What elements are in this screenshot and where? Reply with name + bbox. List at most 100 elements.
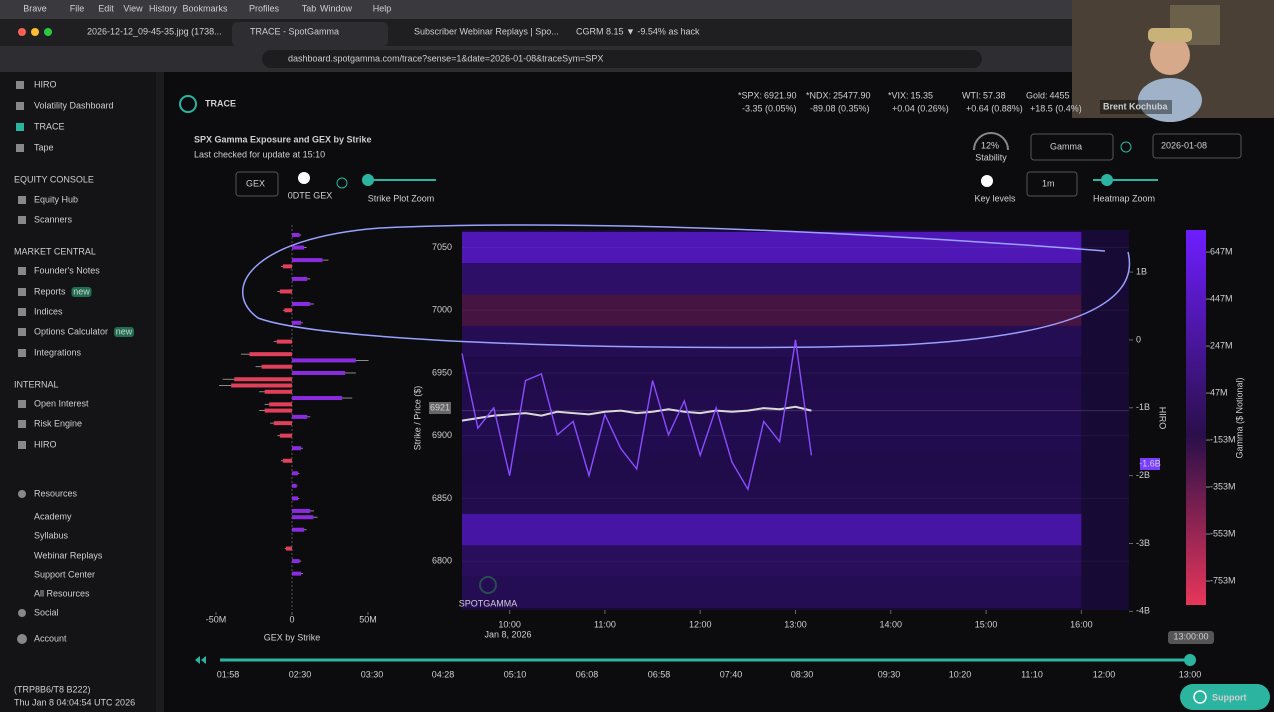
x-tick-label: 15:00: [975, 619, 998, 629]
menu-item[interactable]: Brave: [23, 3, 47, 13]
menu-item[interactable]: Tab: [302, 3, 317, 13]
nav-icon: [16, 81, 24, 89]
menu-item[interactable]: Window: [320, 3, 353, 13]
ticker-price: 4455: [1050, 90, 1070, 100]
nav-item[interactable]: Risk Engine: [34, 418, 82, 428]
nav-item[interactable]: Open Interest: [34, 398, 89, 408]
menu-item[interactable]: File: [70, 3, 85, 13]
nav-subitem[interactable]: Support Center: [34, 569, 95, 579]
toggle[interactable]: [981, 175, 993, 187]
menu-item[interactable]: Help: [373, 3, 392, 13]
min-dot[interactable]: [31, 28, 39, 36]
control-label: Heatmap Zoom: [1093, 193, 1155, 203]
nav-item[interactable]: Resources: [34, 488, 78, 498]
max-dot[interactable]: [44, 28, 52, 36]
sidebar-scroll: [156, 72, 164, 712]
nav-item[interactable]: Tape: [34, 142, 54, 152]
menu-item[interactable]: Profiles: [249, 3, 280, 13]
nav-item[interactable]: Social: [34, 607, 59, 617]
control-label: 0DTE GEX: [288, 190, 333, 200]
timeline-knob[interactable]: [1184, 654, 1196, 666]
slider-knob[interactable]: [362, 174, 374, 186]
nav-subitem[interactable]: Webinar Replays: [34, 550, 103, 560]
colorbar-title: Gamma ($ Notional): [1234, 377, 1244, 458]
y2-tick-label: -4B: [1136, 606, 1150, 616]
select-box[interactable]: [1026, 171, 1078, 197]
y-tick-label: 7050: [432, 242, 452, 252]
nav-subitem[interactable]: All Resources: [34, 588, 90, 598]
heatmap-cell: [462, 357, 1082, 389]
select-box[interactable]: [235, 171, 279, 197]
ticker-name: Gold:: [1026, 90, 1048, 100]
nav-item[interactable]: Equity Hub: [34, 194, 78, 204]
nav-item[interactable]: HIRO: [34, 79, 57, 89]
heatmap-cell: [462, 325, 1082, 358]
menu-item[interactable]: History: [149, 3, 178, 13]
menu-item[interactable]: Bookmarks: [182, 3, 228, 13]
heatmap-cell: [462, 294, 1082, 326]
nav-item[interactable]: HIRO: [34, 439, 57, 449]
menu-item[interactable]: View: [123, 3, 143, 13]
y-axis-label: Strike / Price ($): [412, 386, 422, 451]
gex-bar: [269, 402, 292, 407]
toggle[interactable]: [298, 172, 310, 184]
nav-item[interactable]: Reports: [34, 286, 66, 296]
gex-bar: [292, 233, 300, 238]
gex-bar: [234, 377, 292, 382]
tab-title[interactable]: CGRM 8.15 ▼ -9.54% as hack: [576, 26, 700, 36]
heatmap-cell: [462, 576, 1082, 609]
y-tick-label: 6800: [432, 555, 452, 565]
nav-item[interactable]: Integrations: [34, 347, 82, 357]
nav-subitem[interactable]: Academy: [34, 511, 72, 521]
nav-item[interactable]: Options Calculator: [34, 326, 108, 336]
gex-axis-label: GEX by Strike: [264, 632, 321, 642]
nav-icon: [18, 349, 26, 357]
close-dot[interactable]: [18, 28, 26, 36]
nav-item[interactable]: Indices: [34, 306, 63, 316]
timeline-label: 05:10: [504, 669, 527, 679]
timeline-label: 10:20: [949, 669, 972, 679]
tab-title[interactable]: Subscriber Webinar Replays | Spo...: [414, 26, 559, 36]
tab-title[interactable]: TRACE - SpotGamma: [250, 26, 339, 36]
colorbar-label: 447M: [1210, 293, 1233, 303]
ticker-change: +18.5 (0.4%): [1030, 103, 1082, 113]
nav-icon: [16, 102, 24, 110]
stability-value: 12%: [981, 140, 999, 150]
heatmap-cell: [462, 231, 1082, 264]
watermark-logo: [479, 576, 497, 594]
date-box[interactable]: [1152, 133, 1242, 159]
tab-title[interactable]: 2026-12-12_09-45-35.jpg (1738...: [87, 26, 222, 36]
support-button[interactable]: [1180, 684, 1270, 710]
heatmap-cell: [462, 388, 1082, 420]
gex-bar: [276, 339, 292, 344]
hiro-tag: -1.6B: [1139, 458, 1161, 468]
url-bar[interactable]: [262, 50, 982, 68]
menu-item[interactable]: Edit: [98, 3, 114, 13]
date-text: 2026-01-08: [1161, 140, 1207, 150]
nav-icon: [18, 288, 26, 296]
nav-item[interactable]: Volatility Dashboard: [34, 100, 114, 110]
price-tag: 6921: [430, 402, 450, 412]
timeline-label: 06:08: [576, 669, 599, 679]
nav-icon: [18, 420, 26, 428]
active-tab[interactable]: [232, 22, 388, 46]
timeline-tag-box: [1168, 631, 1214, 644]
nav-icon: [18, 308, 26, 316]
resources-icon: [18, 490, 26, 498]
gex-bar: [292, 370, 346, 375]
select-box[interactable]: [1030, 133, 1114, 161]
nav-item[interactable]: Founder's Notes: [34, 265, 100, 275]
panel-subtitle: Last checked for update at 15:10: [194, 149, 325, 159]
gex-bar: [292, 571, 302, 576]
support-label[interactable]: Support: [1212, 692, 1247, 702]
gex-bar: [292, 320, 302, 325]
webcam-cap: [1148, 28, 1192, 42]
nav-subitem[interactable]: Syllabus: [34, 530, 69, 540]
nav-item[interactable]: Scanners: [34, 214, 73, 224]
ticker-price: 57.38: [983, 90, 1006, 100]
nav-item[interactable]: Account: [34, 633, 67, 643]
nav-item[interactable]: TRACE: [34, 121, 65, 131]
slider-knob[interactable]: [1101, 174, 1113, 186]
colorbar-label: 647M: [1210, 246, 1233, 256]
